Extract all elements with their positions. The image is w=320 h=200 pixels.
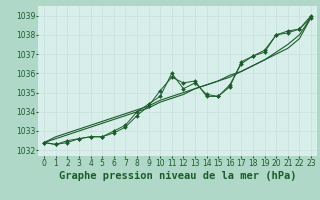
X-axis label: Graphe pression niveau de la mer (hPa): Graphe pression niveau de la mer (hPa): [59, 171, 296, 181]
